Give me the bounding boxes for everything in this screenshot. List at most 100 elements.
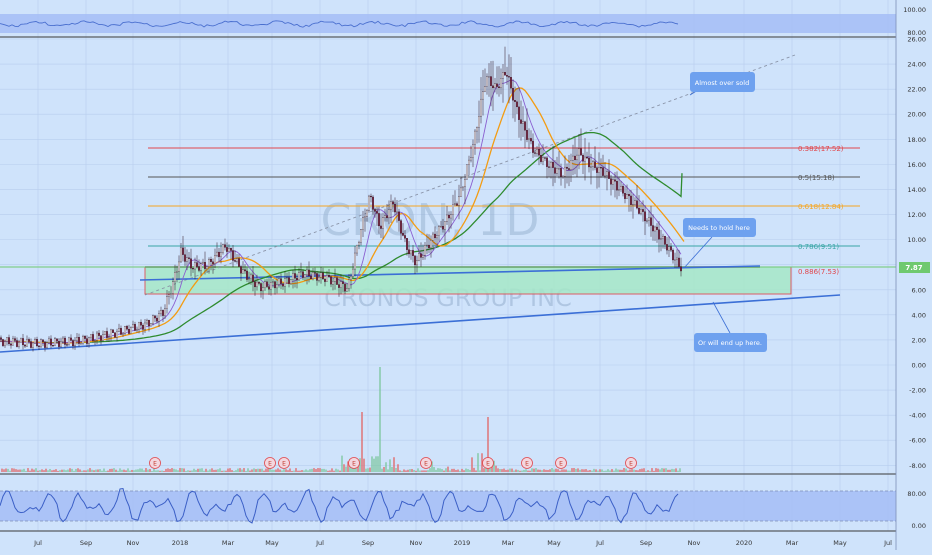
volume-bar bbox=[575, 468, 577, 472]
volume-bar bbox=[625, 468, 627, 472]
candle-body bbox=[466, 164, 468, 180]
candle-body bbox=[488, 76, 490, 78]
volume-bar bbox=[109, 468, 111, 472]
candle-body bbox=[616, 181, 618, 191]
earnings-marker bbox=[264, 457, 276, 469]
volume-bar bbox=[415, 470, 417, 472]
candle-body bbox=[38, 345, 40, 347]
volume-bar bbox=[479, 470, 481, 472]
candle-body bbox=[570, 160, 572, 170]
candle-body bbox=[340, 281, 342, 288]
volume-bar bbox=[603, 470, 605, 472]
volume-bar bbox=[7, 468, 9, 472]
callout-box[interactable] bbox=[694, 333, 767, 352]
volume-bar bbox=[43, 470, 45, 472]
volume-bar bbox=[71, 468, 73, 472]
candle-body bbox=[176, 271, 178, 273]
volume-bar bbox=[141, 468, 143, 472]
volume-bar bbox=[267, 468, 269, 472]
candle-body bbox=[598, 167, 600, 173]
volume-bar bbox=[457, 469, 459, 472]
volume-bar bbox=[181, 468, 183, 472]
volume-bar bbox=[209, 469, 211, 472]
volume-bar bbox=[291, 470, 293, 472]
time-tick-label: Mar bbox=[786, 539, 799, 547]
candle-body bbox=[254, 281, 256, 288]
earnings-marker-label: E bbox=[268, 461, 272, 468]
candle-body bbox=[666, 244, 668, 251]
candle-body bbox=[500, 78, 502, 89]
watermark-symbol: CRON, 1D bbox=[321, 195, 540, 246]
volume-bar bbox=[491, 465, 493, 472]
earnings-marker bbox=[521, 457, 533, 469]
volume-bar bbox=[269, 468, 271, 472]
volume-bar bbox=[205, 468, 207, 472]
volume-bar bbox=[645, 470, 647, 472]
candle-body bbox=[100, 335, 102, 341]
price-axis[interactable]: 100.00 80.00 26.00 24.00 22.00 20.00 18.00 16… bbox=[895, 0, 930, 550]
candle-body bbox=[250, 274, 252, 279]
candle-body bbox=[504, 72, 506, 76]
volume-bar bbox=[647, 470, 649, 472]
volume-bar bbox=[507, 469, 509, 472]
candle-body bbox=[568, 168, 570, 170]
candle-body bbox=[610, 178, 612, 185]
candle-body bbox=[62, 337, 64, 342]
dashed-trendline[interactable] bbox=[144, 54, 796, 296]
volume-bar bbox=[99, 469, 101, 472]
volume-bar bbox=[339, 470, 341, 472]
volume-bar bbox=[173, 468, 175, 472]
volume-bar bbox=[509, 468, 511, 472]
bottom-axis-label: 0.00 bbox=[912, 522, 926, 530]
price-labels: 26.00 24.00 22.00 20.00 18.00 16.00 14.00 12.00… bbox=[907, 36, 926, 470]
candle-body bbox=[468, 159, 470, 165]
volume-bar bbox=[39, 470, 41, 472]
volume-bar bbox=[633, 469, 635, 472]
candle-body bbox=[98, 332, 100, 336]
candle-body bbox=[244, 269, 246, 272]
volume-bar bbox=[175, 469, 177, 472]
candle-body bbox=[676, 257, 678, 261]
volume-bar bbox=[615, 468, 617, 472]
rising-support-trendline[interactable] bbox=[139, 265, 761, 281]
candle-body bbox=[650, 217, 652, 226]
volume-bar bbox=[191, 470, 193, 472]
volume-bar bbox=[329, 470, 331, 472]
volume-bar bbox=[557, 469, 559, 472]
earnings-marker bbox=[278, 457, 290, 469]
candle-body bbox=[608, 171, 610, 179]
callout-oversold: Almost over sold bbox=[689, 72, 755, 96]
volume-bar bbox=[677, 470, 679, 472]
candle-body bbox=[12, 338, 14, 346]
candle-body bbox=[434, 233, 436, 239]
volume-bar bbox=[81, 470, 83, 472]
volume-bar bbox=[381, 468, 383, 472]
candle-body bbox=[362, 217, 364, 230]
callout-box[interactable] bbox=[690, 72, 755, 92]
ema-orange-line bbox=[0, 87, 685, 344]
candle-body bbox=[130, 327, 132, 334]
time-axis[interactable]: Jul Sep Nov 2018 Mar May Jul Sep Nov 2019 Mar May Ju… bbox=[33, 539, 892, 547]
candle-body bbox=[426, 244, 428, 247]
earnings-marker bbox=[420, 457, 432, 469]
candle-body bbox=[202, 262, 204, 264]
candle-body bbox=[450, 214, 452, 219]
time-tick-label: Jul bbox=[33, 539, 42, 547]
candle-body bbox=[622, 185, 624, 194]
volume-bar bbox=[163, 470, 165, 472]
time-tick-label: Jul bbox=[883, 539, 892, 547]
price-tick-label: 14.00 bbox=[907, 186, 926, 194]
candle-body bbox=[354, 252, 356, 270]
volume-bar bbox=[373, 458, 375, 472]
candle-body bbox=[276, 284, 278, 289]
long-term-trendline[interactable] bbox=[0, 294, 841, 353]
candle-body bbox=[296, 277, 298, 281]
volume-bar bbox=[151, 470, 153, 472]
volume-bar bbox=[547, 469, 549, 472]
callout-box[interactable] bbox=[683, 218, 756, 237]
candle-body bbox=[544, 157, 546, 159]
volume-bar bbox=[481, 453, 483, 472]
candle-body bbox=[96, 332, 98, 341]
candle-body bbox=[258, 281, 260, 284]
